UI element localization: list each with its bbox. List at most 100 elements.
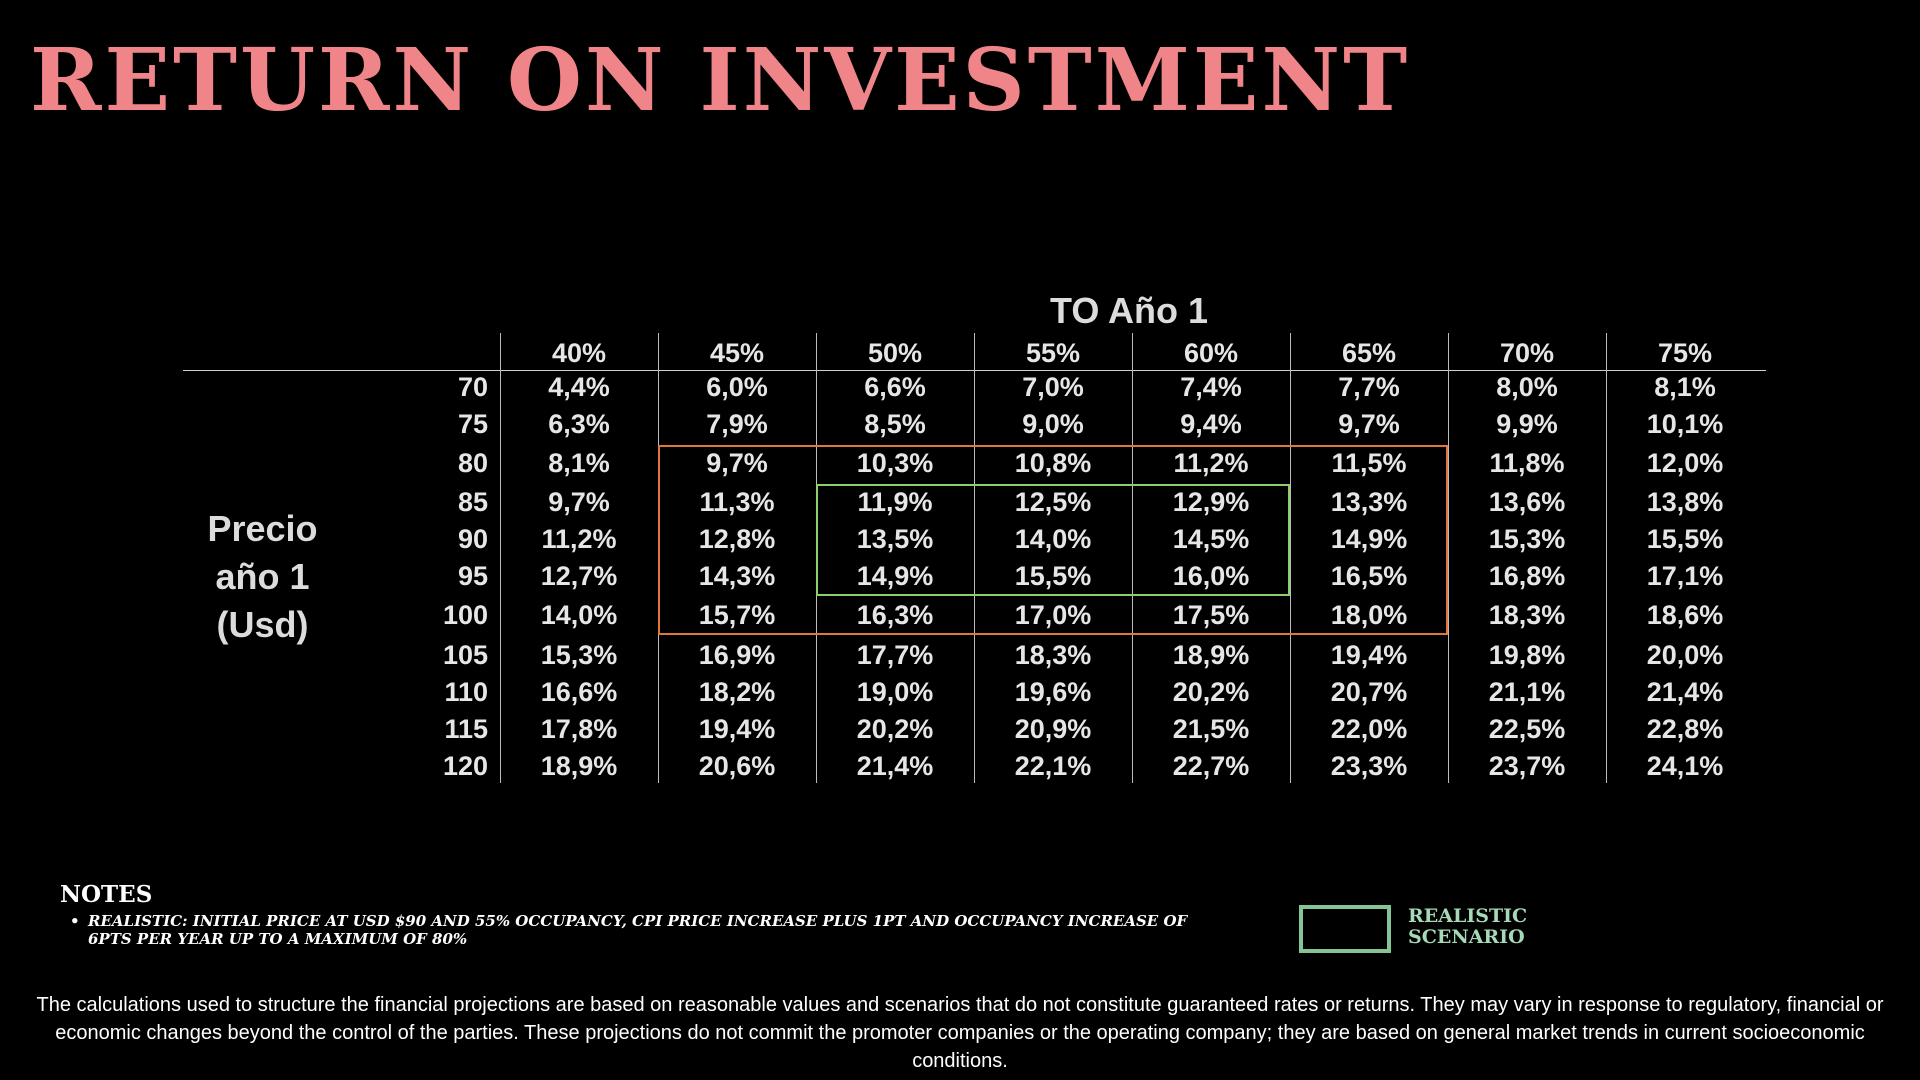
table-cell: 21,4% (1646, 677, 1724, 707)
table-cell: 22,7% (1172, 751, 1250, 781)
column-header: 60% (1183, 338, 1239, 368)
column-header: 45% (709, 338, 765, 368)
table-cell: 8,0% (1496, 372, 1558, 402)
column-header: 55% (1025, 338, 1081, 368)
table-cell: 20,2% (856, 714, 934, 744)
table-cell: 21,5% (1172, 714, 1250, 744)
table-cell: 18,3% (1488, 600, 1566, 630)
table-cell: 11,9% (857, 487, 933, 517)
row-header-price: 120 (442, 751, 488, 781)
table-cell: 14,0% (1014, 524, 1092, 554)
table-cell: 12,9% (1172, 487, 1250, 517)
table-cell: 18,9% (540, 751, 618, 781)
notes-title: NOTES (60, 881, 153, 908)
bullet-icon: • (70, 912, 80, 930)
table-cell: 7,7% (1338, 372, 1400, 402)
table-cell: 6,6% (864, 372, 926, 402)
table-cell: 20,2% (1172, 677, 1250, 707)
column-divider (816, 333, 817, 783)
price-header-line: (Usd) (216, 604, 309, 645)
table-cell: 12,7% (540, 561, 618, 591)
table-cell: 15,3% (1488, 524, 1566, 554)
table-cell: 11,8% (1489, 448, 1565, 478)
table-cell: 16,3% (856, 600, 934, 630)
table-cell: 24,1% (1646, 751, 1724, 781)
row-header-price: 105 (442, 640, 488, 670)
table-cell: 18,3% (1014, 640, 1092, 670)
table-cell: 14,0% (540, 600, 618, 630)
page-title: RETURN ON INVESTMENT (30, 30, 1411, 131)
column-header: 65% (1341, 338, 1397, 368)
table-cell: 11,3% (699, 487, 775, 517)
row-header-price: 90 (457, 524, 488, 554)
price-header: Precio año 1 (Usd) (195, 505, 330, 649)
row-header-price: 100 (442, 600, 488, 630)
column-header: 40% (551, 338, 607, 368)
table-cell: 21,4% (856, 751, 934, 781)
roi-sensitivity-table: TO Año 1 Precio año 1 (Usd) 40% 45% 50% 55%… (183, 290, 1766, 783)
notes-item-text: REALISTIC: INITIAL PRICE AT USD $90 AND … (88, 912, 1188, 948)
table-cell: 9,4% (1180, 409, 1242, 439)
table-cell: 9,0% (1022, 409, 1084, 439)
row-header-price: 85 (457, 487, 488, 517)
table-cell: 16,9% (698, 640, 776, 670)
table-cell: 8,5% (864, 409, 926, 439)
column-divider (974, 333, 975, 783)
table-cell: 22,8% (1646, 714, 1724, 744)
table-cell: 18,2% (698, 677, 776, 707)
table-cell: 17,5% (1172, 600, 1250, 630)
table-cell: 20,9% (1014, 714, 1092, 744)
table-cell: 16,0% (1172, 561, 1250, 591)
table-cell: 20,6% (698, 751, 776, 781)
column-header: 50% (867, 338, 923, 368)
table-cell: 16,8% (1488, 561, 1566, 591)
table-cell: 14,5% (1172, 524, 1250, 554)
table-cell: 19,0% (856, 677, 934, 707)
row-header-price: 75 (457, 409, 488, 439)
table-cell: 23,7% (1488, 751, 1566, 781)
row-header-price: 110 (444, 677, 488, 707)
table-cell: 14,9% (856, 561, 934, 591)
column-divider (1448, 333, 1449, 783)
table-cell: 12,8% (698, 524, 776, 554)
table-cell: 13,6% (1488, 487, 1566, 517)
column-divider (1290, 333, 1291, 783)
column-header: 70% (1499, 338, 1555, 368)
table-cell: 9,7% (548, 487, 610, 517)
table-cell: 11,2% (541, 524, 617, 554)
table-cell: 22,5% (1488, 714, 1566, 744)
table-cell: 19,8% (1488, 640, 1566, 670)
column-divider (1606, 333, 1607, 783)
column-divider (1132, 333, 1133, 783)
table-cell: 15,7% (698, 600, 776, 630)
table-cell: 9,9% (1496, 409, 1558, 439)
table-cell: 7,9% (706, 409, 768, 439)
table-cell: 21,1% (1488, 677, 1566, 707)
table-cell: 18,6% (1646, 600, 1724, 630)
table-cell: 8,1% (1654, 372, 1716, 402)
table-cell: 4,4% (548, 372, 610, 402)
legend-label: REALISTIC SCENARIO (1408, 905, 1528, 948)
table-cell: 9,7% (1338, 409, 1400, 439)
table-cell: 18,9% (1172, 640, 1250, 670)
table-cell: 6,0% (706, 372, 768, 402)
table-cell: 19,4% (1330, 640, 1408, 670)
row-header-price: 70 (457, 372, 488, 402)
table-cell: 9,7% (706, 448, 768, 478)
table-cell: 13,3% (1330, 487, 1408, 517)
table-cell: 20,0% (1646, 640, 1724, 670)
table-cell: 17,8% (540, 714, 618, 744)
table-cell: 23,3% (1330, 751, 1408, 781)
table-cell: 15,5% (1646, 524, 1724, 554)
table-cell: 15,5% (1014, 561, 1092, 591)
table-cell: 17,1% (1646, 561, 1724, 591)
table-cell: 17,7% (856, 640, 934, 670)
column-divider (658, 333, 659, 783)
table-cell: 11,2% (1173, 448, 1249, 478)
table-cell: 13,8% (1646, 487, 1724, 517)
table-cell: 18,0% (1330, 600, 1408, 630)
table-cell: 16,6% (540, 677, 618, 707)
table-cell: 14,9% (1330, 524, 1408, 554)
table-cell: 17,0% (1014, 600, 1092, 630)
notes-item: • REALISTIC: INITIAL PRICE AT USD $90 AN… (70, 912, 1200, 948)
